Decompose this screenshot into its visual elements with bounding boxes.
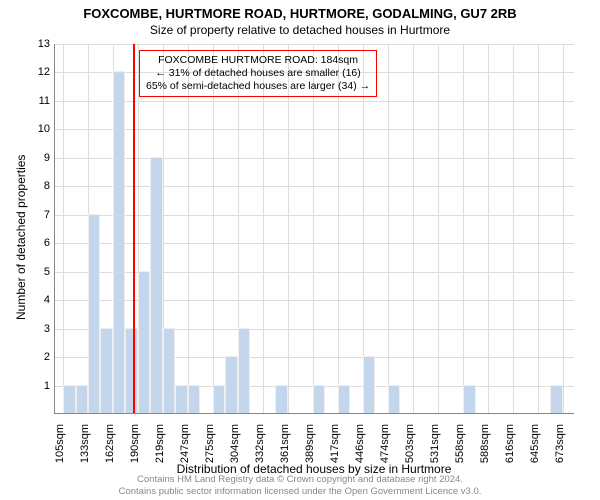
footer-line: Contains HM Land Registry data © Crown c…: [0, 474, 600, 485]
footer-line: Contains public sector information licen…: [0, 486, 600, 497]
histogram-bar: [463, 385, 476, 413]
footer-attribution: Contains HM Land Registry data © Crown c…: [0, 474, 600, 497]
histogram-bar: [313, 385, 325, 413]
gridline-vertical: [338, 44, 339, 413]
histogram-bar: [150, 157, 163, 413]
gridline-vertical: [463, 44, 464, 413]
annotation-line: FOXCOMBE HURTMORE ROAD: 184sqm: [146, 54, 370, 67]
gridline-vertical: [488, 44, 489, 413]
histogram-bar: [275, 385, 288, 413]
histogram-bar: [125, 328, 138, 413]
annotation-line: 65% of semi-detached houses are larger (…: [146, 80, 370, 93]
histogram-bar: [76, 385, 88, 413]
y-tick-label: 3: [28, 323, 50, 335]
histogram-bar: [225, 356, 238, 413]
histogram-bar: [175, 385, 188, 413]
histogram-bar: [188, 385, 200, 413]
gridline-vertical: [313, 44, 314, 413]
gridline-vertical: [413, 44, 414, 413]
annotation-line: ← 31% of detached houses are smaller (16…: [146, 67, 370, 80]
gridline-vertical: [538, 44, 539, 413]
gridline-vertical: [438, 44, 439, 413]
gridline-vertical: [63, 44, 64, 413]
y-tick-label: 2: [28, 351, 50, 363]
y-tick-label: 8: [28, 180, 50, 192]
y-tick-label: 10: [28, 123, 50, 135]
histogram-bar: [113, 71, 125, 413]
y-tick-label: 11: [28, 95, 50, 107]
y-tick-label: 5: [28, 266, 50, 278]
histogram-bar: [88, 214, 100, 413]
property-marker-line: [133, 44, 135, 413]
y-tick-label: 1: [28, 380, 50, 392]
histogram-bar: [338, 385, 350, 413]
histogram-bar: [63, 385, 76, 413]
y-tick-label: 6: [28, 237, 50, 249]
y-tick-container: 12345678910111213: [26, 44, 54, 414]
y-tick-label: 7: [28, 209, 50, 221]
gridline-vertical: [288, 44, 289, 413]
histogram-bar: [163, 328, 175, 413]
chart-subtitle: Size of property relative to detached ho…: [0, 21, 600, 41]
histogram-bar: [550, 385, 563, 413]
y-tick-label: 12: [28, 66, 50, 78]
gridline-vertical: [563, 44, 564, 413]
histogram-bar: [363, 356, 375, 413]
histogram-bar: [388, 385, 400, 413]
histogram-bar: [238, 328, 250, 413]
plot-area: FOXCOMBE HURTMORE ROAD: 184sqm← 31% of d…: [54, 44, 574, 414]
gridline-vertical: [388, 44, 389, 413]
y-tick-label: 9: [28, 152, 50, 164]
x-tick-container: 105sqm133sqm162sqm190sqm219sqm247sqm275s…: [54, 414, 574, 464]
chart-title: FOXCOMBE, HURTMORE ROAD, HURTMORE, GODAL…: [0, 0, 600, 21]
gridline-vertical: [188, 44, 189, 413]
annotation-callout: FOXCOMBE HURTMORE ROAD: 184sqm← 31% of d…: [139, 50, 377, 97]
histogram-bar: [213, 385, 225, 413]
y-tick-label: 4: [28, 294, 50, 306]
gridline-vertical: [513, 44, 514, 413]
histogram-bar: [138, 271, 150, 413]
gridline-vertical: [213, 44, 214, 413]
gridline-vertical: [263, 44, 264, 413]
histogram-bar: [100, 328, 113, 413]
y-tick-label: 13: [28, 38, 50, 50]
